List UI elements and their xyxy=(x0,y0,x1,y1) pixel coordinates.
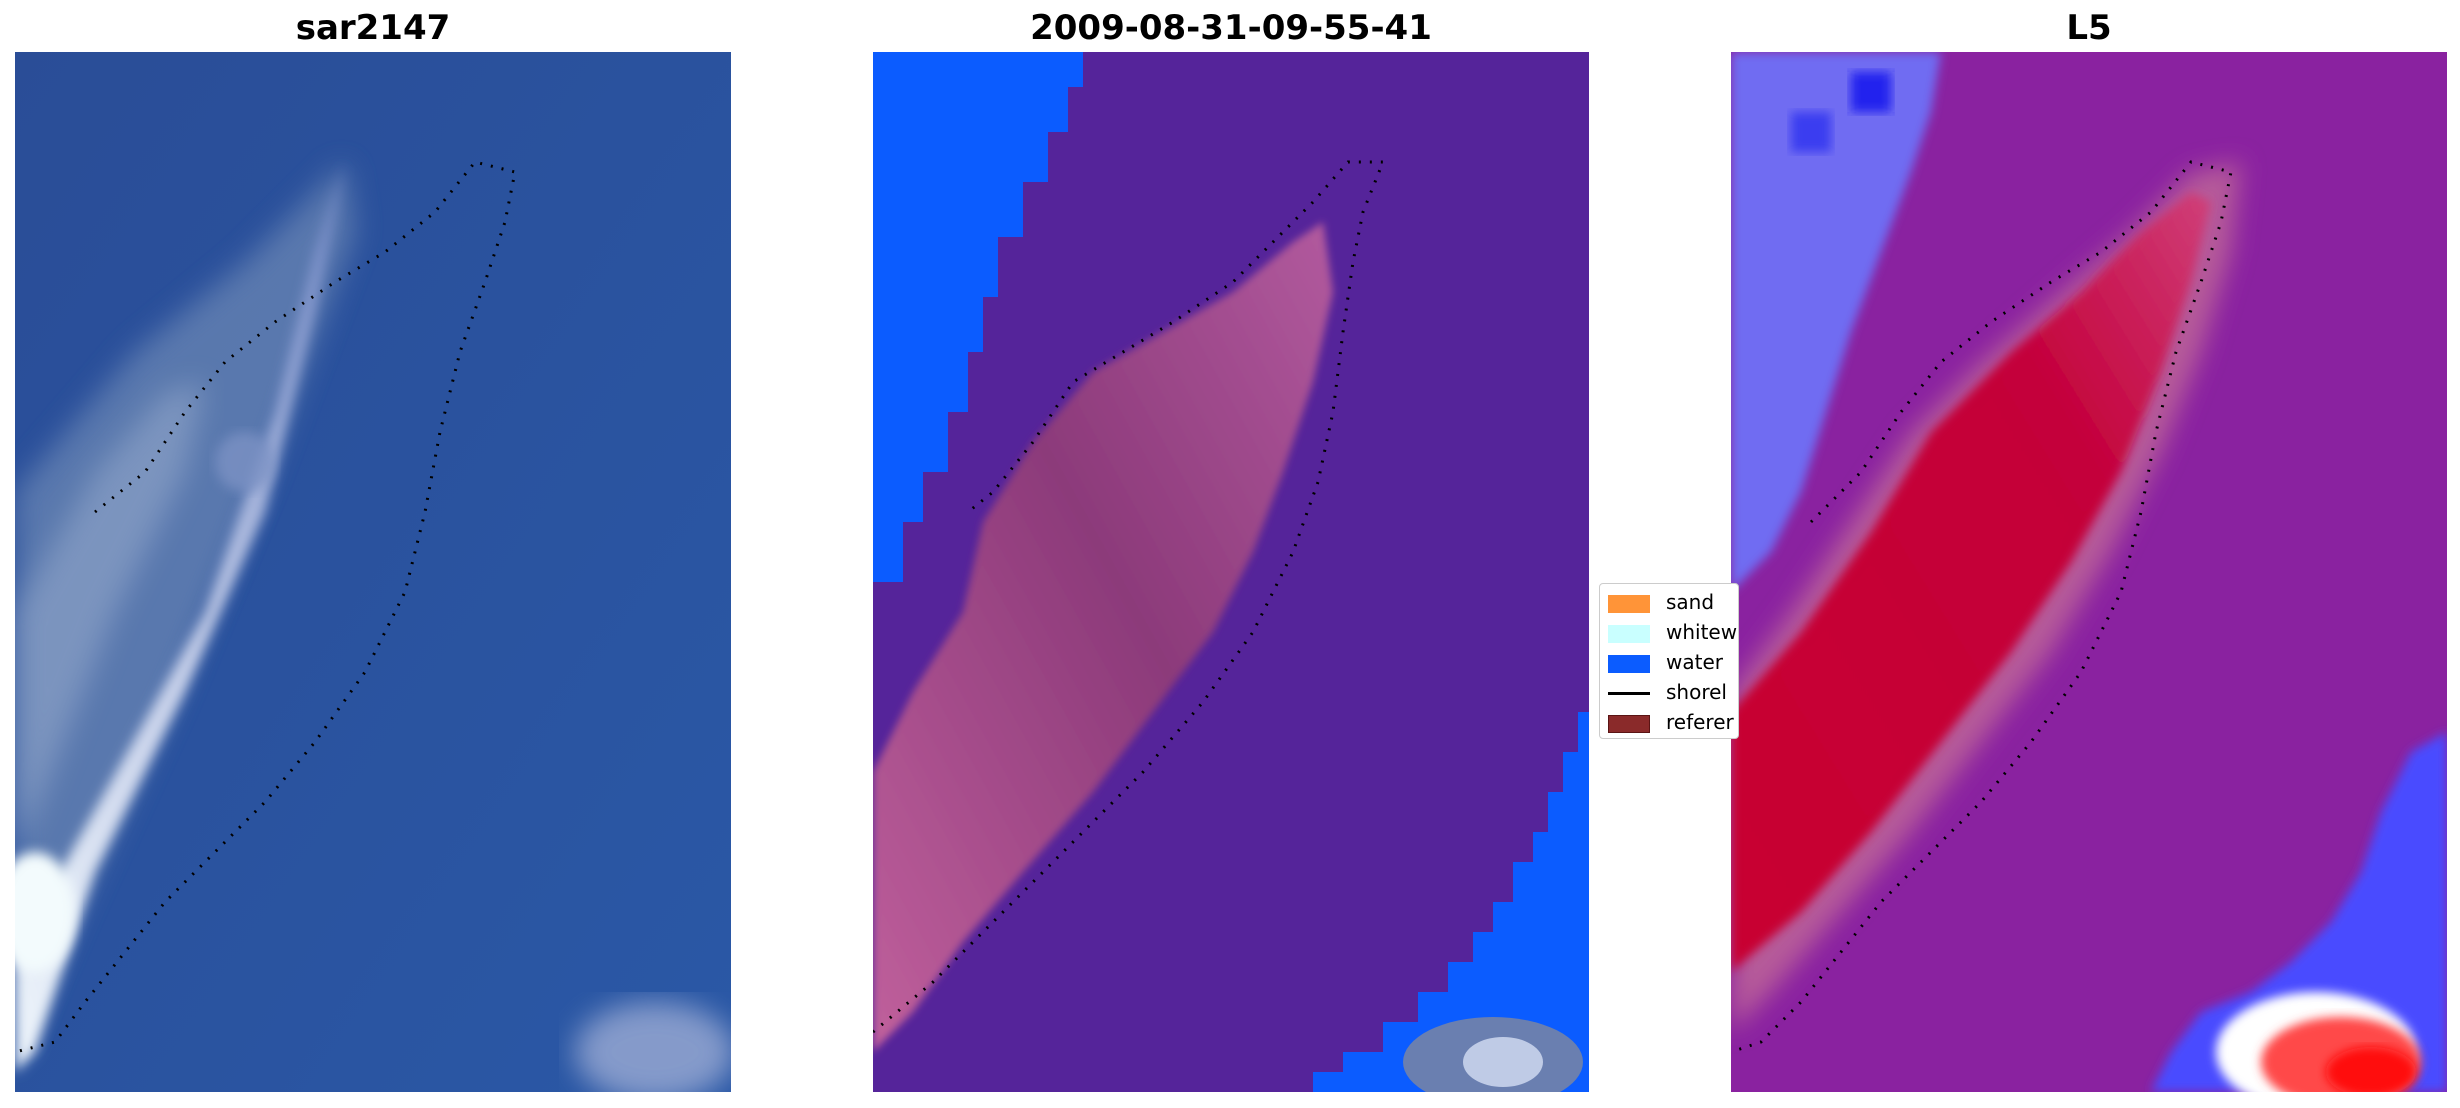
whitewater-swatch xyxy=(1608,624,1650,643)
legend-item-water: water xyxy=(1608,650,1723,674)
shoreline-contour xyxy=(1731,160,2233,1054)
panel-title-index: L5 xyxy=(2066,8,2112,48)
legend-item-whitewater: whitew xyxy=(1608,620,1737,644)
classified-image-panel xyxy=(873,52,1589,1092)
classified-image xyxy=(873,52,1589,1092)
sand-swatch xyxy=(1608,594,1650,613)
legend-label: sand xyxy=(1666,590,1715,614)
legend-label: referer xyxy=(1666,710,1734,734)
index-image xyxy=(1731,52,2447,1092)
legend: sand whitew water shorel referer xyxy=(1599,583,1739,739)
rgb-image-panel xyxy=(15,52,731,1092)
legend-label: water xyxy=(1666,650,1723,674)
legend-item-shoreline: shorel xyxy=(1608,680,1727,704)
legend-item-reference: referer xyxy=(1608,710,1734,734)
reference-swatch xyxy=(1608,714,1650,733)
legend-item-sand: sand xyxy=(1608,590,1714,614)
legend-label: shorel xyxy=(1666,680,1727,704)
shoreline-contour xyxy=(15,160,517,1054)
legend-label: whitew xyxy=(1666,620,1738,644)
index-image-panel xyxy=(1731,52,2447,1092)
shoreline-line-sample xyxy=(1608,692,1650,695)
panel-title-classified: 2009-08-31-09-55-41 xyxy=(1030,8,1432,48)
rgb-image xyxy=(15,52,731,1092)
water-swatch xyxy=(1608,654,1650,673)
shoreline-contour xyxy=(873,160,1386,1034)
panel-title-rgb: sar2147 xyxy=(295,8,451,48)
